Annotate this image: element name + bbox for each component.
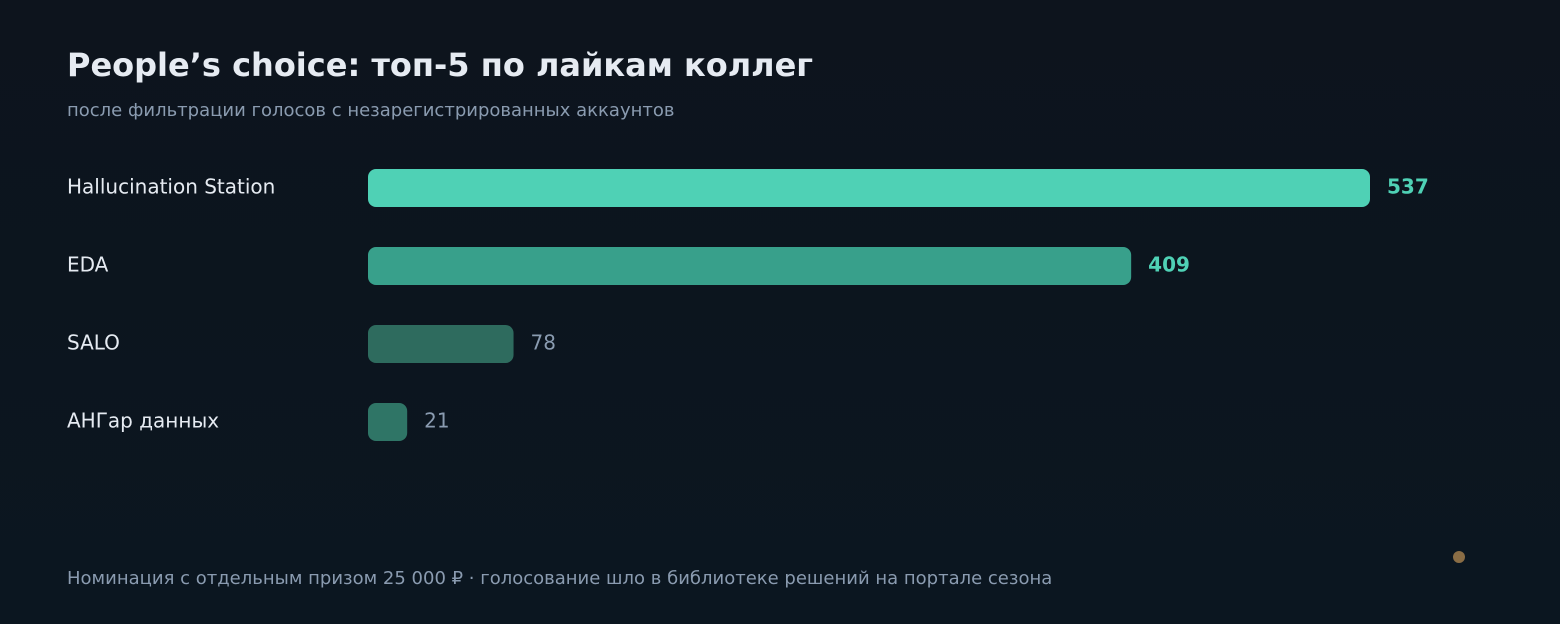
bar	[368, 247, 1132, 285]
value-label: 537	[1387, 175, 1429, 199]
category-label: SALO	[67, 331, 120, 355]
value-label: 409	[1148, 253, 1190, 277]
decoration-dot	[1453, 551, 1465, 563]
bar	[368, 403, 408, 441]
chart-title: People’s choice: топ-5 по лайкам коллег	[67, 46, 813, 84]
footnote: Номинация с отдельным призом 25 000 ₽ · …	[67, 568, 1052, 589]
category-label: EDA	[67, 253, 109, 277]
value-label: 21	[424, 409, 449, 433]
value-label: 78	[531, 331, 556, 355]
category-label: Hallucination Station	[67, 175, 275, 199]
bar	[368, 325, 514, 363]
bar	[368, 169, 1370, 207]
chart-subtitle: после фильтрации голосов с незарегистрир…	[67, 100, 674, 121]
category-label: АНГар данных	[67, 409, 219, 433]
